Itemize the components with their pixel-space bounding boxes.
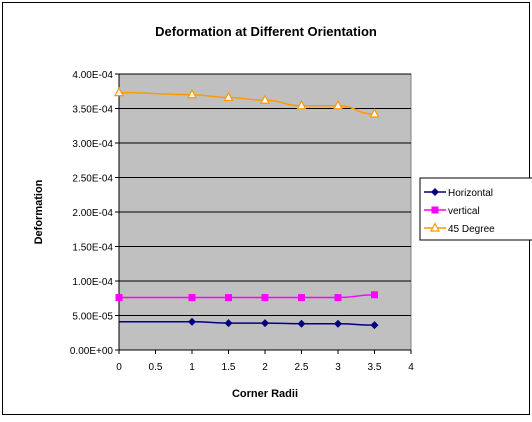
legend-marker — [430, 222, 440, 232]
y-tick-label: 1.00E-04 — [72, 277, 113, 288]
data-point — [260, 94, 270, 104]
x-tick-label: 4 — [408, 362, 414, 373]
data-point — [188, 317, 196, 326]
data-point — [115, 294, 123, 302]
y-tick-label: 1.50E-04 — [72, 243, 113, 254]
gridlines — [119, 73, 411, 316]
data-point — [296, 99, 307, 110]
data-point — [114, 86, 124, 97]
y-axis-label: Deformation — [33, 179, 45, 244]
legend-label: 45 Degree — [448, 224, 495, 235]
legend: Horizontal vertical 45 Degree — [419, 177, 532, 241]
legend-label: vertical — [448, 206, 480, 217]
legend-label: Horizontal — [448, 188, 493, 199]
y-tick-label: 2.50E-04 — [72, 174, 113, 185]
y-tick-label: 4.00E-04 — [72, 70, 113, 81]
data-point — [223, 91, 234, 102]
chart-title: Deformation at Different Orientation — [155, 24, 377, 39]
data-point — [188, 294, 196, 302]
x-tick-label: 1 — [189, 362, 195, 373]
series-45-degree — [114, 86, 380, 118]
series-horizontal — [118, 317, 379, 330]
legend-marker — [431, 188, 439, 196]
axes: 0.00E+00 5.00E-05 1.00E-04 1.50E-04 2.00E-04… — [70, 70, 414, 373]
data-point — [370, 321, 379, 330]
x-tick-label: 3 — [335, 362, 341, 373]
legend-item: Horizontal — [424, 188, 493, 199]
y-tick-label: 3.50E-04 — [72, 105, 113, 116]
y-tick-label: 5.00E-05 — [72, 312, 113, 323]
x-tick-label: 0 — [116, 362, 122, 373]
legend-item: 45 Degree — [424, 222, 495, 235]
x-tick-label: 3.5 — [368, 362, 382, 373]
data-point — [371, 291, 378, 299]
x-tick-label: 0.5 — [149, 362, 163, 373]
series-vertical — [115, 291, 378, 302]
data-point — [334, 319, 342, 328]
data-point — [333, 99, 343, 110]
x-axis-label: Corner Radii — [232, 388, 298, 400]
y-tick-label: 2.00E-04 — [72, 208, 113, 219]
legend-item: vertical — [424, 206, 480, 217]
x-tick-label: 2.5 — [295, 362, 309, 373]
data-point — [369, 108, 380, 118]
data-point — [187, 88, 197, 99]
data-point — [297, 319, 306, 328]
y-tick-label: 3.00E-04 — [72, 139, 113, 150]
data-point — [225, 294, 232, 302]
data-point — [261, 294, 269, 302]
x-tick-label: 2 — [262, 362, 268, 373]
data-point — [261, 319, 269, 328]
data-point — [224, 319, 233, 328]
data-point — [334, 294, 342, 302]
x-tick-label: 1.5 — [222, 362, 236, 373]
y-tick-label: 0.00E+00 — [70, 346, 114, 357]
legend-marker — [431, 206, 439, 214]
data-point — [298, 294, 305, 302]
series-group — [114, 86, 380, 330]
